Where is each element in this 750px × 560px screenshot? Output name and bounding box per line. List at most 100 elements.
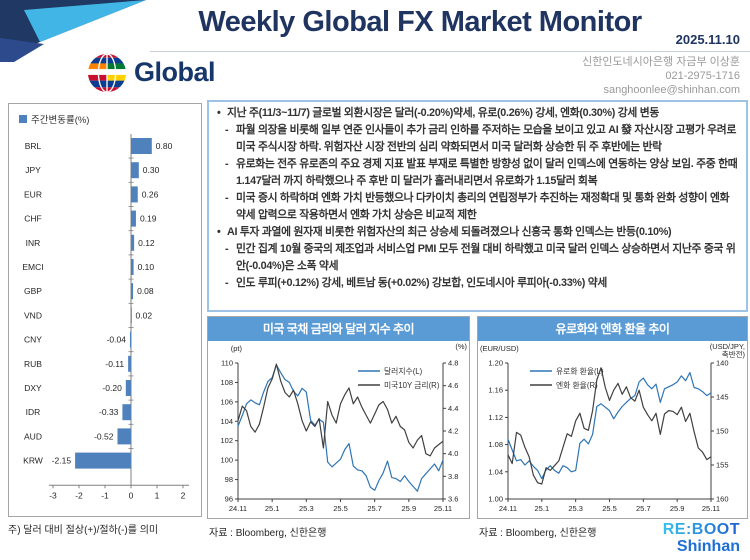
- svg-text:0.80: 0.80: [156, 141, 173, 151]
- svg-text:BRL: BRL: [25, 141, 42, 151]
- svg-text:102: 102: [220, 436, 233, 445]
- svg-text:25.11: 25.11: [702, 504, 720, 513]
- svg-text:24.11: 24.11: [499, 504, 517, 513]
- svg-text:미국10Y 금리(R): 미국10Y 금리(R): [384, 381, 440, 390]
- svg-text:INR: INR: [26, 238, 41, 248]
- bullet-item: • AI 투자 과열에 원자재 비롯한 위험자산의 최근 상승세 되돌려졌으나 신…: [217, 226, 672, 239]
- reboot-logo-line2: Shinhan: [676, 537, 740, 555]
- svg-text:-3: -3: [49, 490, 57, 500]
- report-date: 2025.11.10: [675, 32, 740, 47]
- svg-text:140: 140: [716, 359, 729, 368]
- svg-text:25.5: 25.5: [602, 504, 617, 513]
- svg-text:0.12: 0.12: [138, 238, 155, 248]
- svg-text:1: 1: [155, 490, 160, 500]
- svg-text:1.08: 1.08: [488, 440, 503, 449]
- chart-title-left: 미국 국채 금리와 달러 지수 추이: [208, 317, 469, 341]
- svg-text:(pt): (pt): [231, 344, 243, 353]
- svg-text:축반전): 축반전): [722, 349, 746, 359]
- svg-text:1.12: 1.12: [488, 413, 503, 422]
- bullet-item: - 민간 집계 10월 중국의 제조업과 서비스업 PMI 모두 전월 대비 하락…: [225, 243, 736, 273]
- svg-text:3.8: 3.8: [448, 472, 458, 481]
- page-title: Weekly Global FX Market Monitor: [198, 6, 642, 38]
- svg-text:25.9: 25.9: [670, 504, 685, 513]
- svg-text:KRW: KRW: [23, 456, 43, 466]
- svg-text:96: 96: [225, 495, 233, 504]
- svg-text:98: 98: [225, 475, 233, 484]
- svg-text:25.7: 25.7: [367, 504, 382, 513]
- svg-text:AUD: AUD: [24, 431, 42, 441]
- svg-text:145: 145: [716, 393, 729, 402]
- brand-global-label: Global: [134, 57, 216, 87]
- svg-text:3.6: 3.6: [448, 495, 458, 504]
- svg-text:-0.52: -0.52: [94, 431, 114, 441]
- us-rates-dollar-line-chart: 96 98 100 102 104 106 108 110 3.6 3.8 4.0 4.2 4.4 4.6…: [220, 342, 467, 513]
- header-divider: [150, 51, 750, 52]
- svg-text:DXY: DXY: [24, 383, 42, 393]
- svg-text:엔화 환율(R): 엔화 환율(R): [556, 380, 598, 390]
- svg-text:4.6: 4.6: [448, 381, 458, 390]
- svg-text:25.11: 25.11: [434, 504, 452, 513]
- bar-chart-footnote: 주) 달러 대비 절상(+)/절하(-)를 의미: [8, 525, 159, 536]
- svg-text:(%): (%): [455, 342, 467, 351]
- svg-text:-0.33: -0.33: [99, 407, 119, 417]
- corner-ribbon-decoration: [0, 0, 146, 62]
- svg-text:4.4: 4.4: [448, 404, 458, 413]
- svg-text:0: 0: [129, 490, 134, 500]
- bullet-item: - 미국 증시 하락하며 엔화 가치 반등했으나 다카이치 총리의 연립정부가 추…: [225, 192, 730, 222]
- svg-text:155: 155: [716, 461, 729, 470]
- svg-text:110: 110: [221, 359, 233, 368]
- summary-bullet-list: • 지난 주(11/3~11/7) 글로벌 외환시장은 달러(-0.20%)약세,…: [215, 105, 740, 293]
- svg-text:25.9: 25.9: [402, 504, 417, 513]
- svg-text:25.1: 25.1: [535, 504, 550, 513]
- contact-phone: 021-2975-1716: [665, 70, 740, 83]
- svg-text:EUR: EUR: [24, 189, 42, 199]
- svg-text:달러지수(L): 달러지수(L): [384, 367, 423, 376]
- contact-team: 신한인도네시아은행 자금부 이상훈: [582, 56, 740, 68]
- eur-jpy-chart-panel: 유로화와 엔화 환율 추이 1.00 1.04 1.08 1.12 1.16 1.20 14…: [477, 316, 748, 519]
- svg-text:2: 2: [181, 490, 186, 500]
- svg-text:0.30: 0.30: [143, 165, 160, 175]
- svg-text:-0.11: -0.11: [105, 359, 124, 369]
- svg-text:108: 108: [220, 378, 233, 387]
- svg-text:1.04: 1.04: [488, 467, 503, 476]
- svg-text:0.10: 0.10: [138, 262, 155, 272]
- svg-text:1.16: 1.16: [488, 386, 503, 395]
- bullet-item: - 파월 의장을 비롯해 일부 연준 인사들이 추가 금리 인하를 주저하는 모습…: [225, 124, 737, 154]
- svg-text:1.00: 1.00: [488, 495, 503, 504]
- bullet-item: - 인도 루피(+0.12%) 강세, 베트남 동(+0.02%) 강보합, 인도…: [225, 277, 607, 290]
- svg-text:25.5: 25.5: [333, 504, 348, 513]
- weekly-summary-box: • 지난 주(11/3~11/7) 글로벌 외환시장은 달러(-0.20%)약세,…: [207, 100, 748, 312]
- us-rates-dollar-chart-panel: 미국 국채 금리와 달러 지수 추이 96 98 100 102 104 106 108 11…: [207, 316, 470, 519]
- svg-text:150: 150: [716, 427, 729, 436]
- bullet-item: • 지난 주(11/3~11/7) 글로벌 외환시장은 달러(-0.20%)약세,…: [217, 107, 659, 119]
- svg-text:4.2: 4.2: [448, 427, 458, 436]
- svg-text:4.8: 4.8: [448, 359, 458, 368]
- contact-email: sanghoonlee@shinhan.com: [603, 84, 740, 97]
- svg-text:VND: VND: [24, 310, 42, 320]
- svg-text:IDR: IDR: [26, 407, 41, 417]
- svg-text:JPY: JPY: [25, 165, 41, 175]
- svg-text:160: 160: [716, 495, 729, 504]
- svg-text:106: 106: [220, 397, 233, 406]
- chart-title-right: 유로화와 엔화 환율 추이: [478, 317, 747, 341]
- svg-text:CHF: CHF: [24, 214, 41, 224]
- svg-text:-0.20: -0.20: [102, 383, 122, 393]
- chart-source-left: 자료 : Bloomberg, 신한은행: [209, 528, 327, 539]
- svg-text:-2: -2: [75, 490, 83, 500]
- svg-text:GBP: GBP: [24, 286, 42, 296]
- reboot-shinhan-logo: RE:BOOT Shinhan: [663, 521, 740, 556]
- svg-text:25.3: 25.3: [299, 504, 314, 513]
- globe-flags-icon: [87, 53, 127, 93]
- svg-text:EMCI: EMCI: [22, 262, 43, 272]
- bullet-item: - 유로화는 전주 유로존의 주요 경제 지표 발표 부재로 특별한 방향성 없이…: [225, 158, 738, 188]
- svg-text:(USD/JPY,: (USD/JPY,: [710, 342, 745, 351]
- svg-text:(EUR/USD): (EUR/USD): [480, 344, 519, 353]
- svg-text:유로화 환율(L): 유로화 환율(L): [556, 366, 604, 376]
- eur-jpy-line-chart: 1.001.041.081.121.161.20 1401451501551602…: [480, 342, 746, 513]
- svg-text:-0.04: -0.04: [107, 335, 127, 345]
- svg-text:24.11: 24.11: [229, 504, 247, 513]
- svg-text:-1: -1: [101, 490, 109, 500]
- svg-text:25.3: 25.3: [568, 504, 583, 513]
- legend-swatch-icon: [19, 115, 27, 123]
